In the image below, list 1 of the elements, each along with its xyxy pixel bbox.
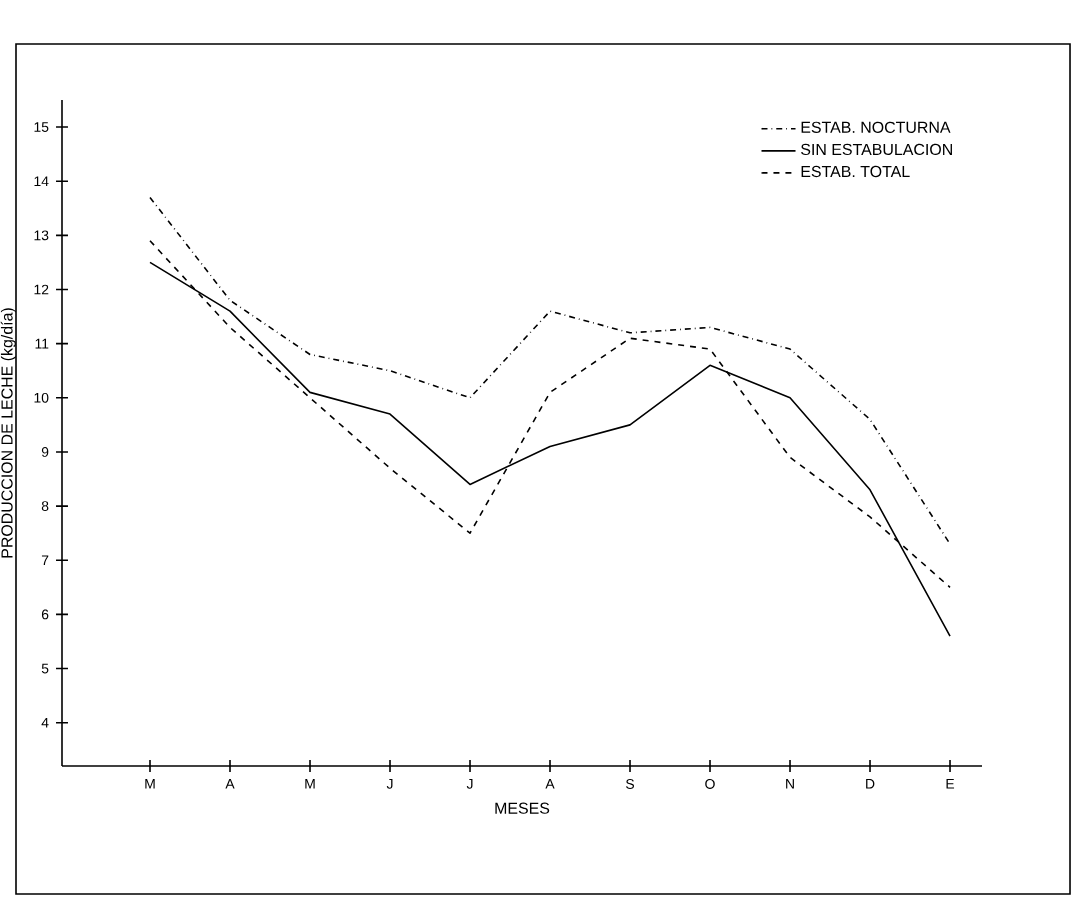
- line-series: [149, 196, 951, 545]
